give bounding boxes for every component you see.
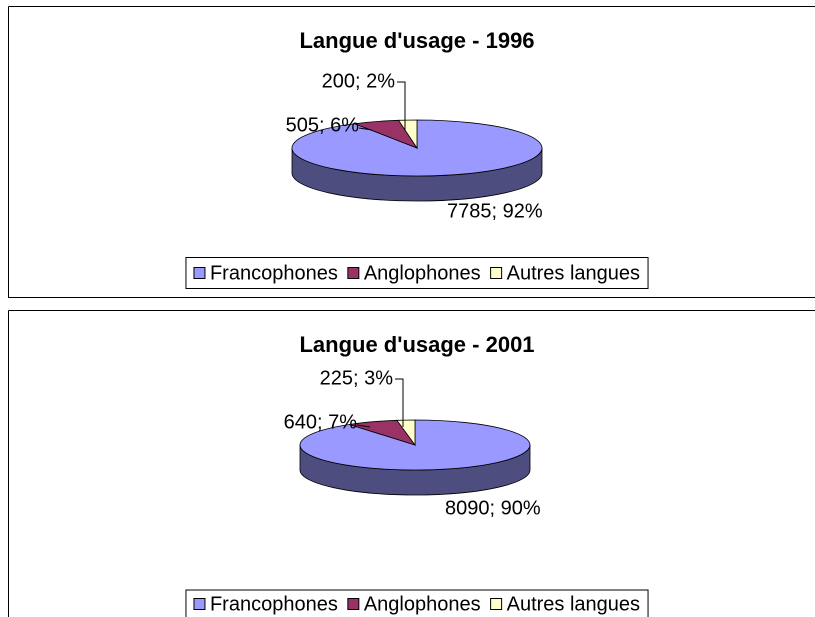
legend-label: Autres langues	[507, 593, 640, 615]
pie-slice	[396, 419, 416, 447]
legend-swatch	[347, 598, 360, 610]
legend-label: Anglophones	[364, 593, 481, 615]
leader-line	[395, 378, 404, 427]
legend-label: Autres langues	[507, 262, 640, 284]
legend	[185, 257, 649, 289]
pie-slice	[397, 119, 418, 150]
legend-label: Anglophones	[364, 262, 481, 284]
chart-frame	[8, 6, 815, 298]
data-label: 505; 6%	[286, 114, 360, 136]
pie-slice	[291, 119, 543, 177]
data-label: 640; 7%	[284, 411, 358, 433]
chart-title: Langue d'usage - 1996	[299, 28, 534, 53]
legend-label: Francophones	[210, 262, 338, 284]
chart: Langue d'usage - 1996 7785; 92% 505; 6% 200…	[185, 28, 649, 289]
legend	[185, 589, 649, 617]
chart: Langue d'usage - 2001 8090; 90% 640; 7% 225…	[185, 332, 649, 617]
legend-swatch	[490, 598, 503, 610]
legend-swatch	[490, 267, 503, 279]
legend-swatch	[193, 598, 206, 610]
data-label: 200; 2%	[322, 70, 396, 92]
data-label: 7785; 92%	[447, 200, 543, 222]
data-label: 8090; 90%	[445, 497, 541, 519]
leader-line	[358, 127, 373, 131]
chart-frame	[8, 310, 815, 617]
legend-swatch	[347, 267, 360, 279]
data-label: 225; 3%	[320, 367, 394, 389]
leader-line	[397, 81, 406, 130]
leader-line	[356, 424, 371, 428]
chart-title: Langue d'usage - 2001	[299, 332, 534, 357]
legend-label: Francophones	[210, 593, 338, 615]
legend-swatch	[193, 267, 206, 279]
